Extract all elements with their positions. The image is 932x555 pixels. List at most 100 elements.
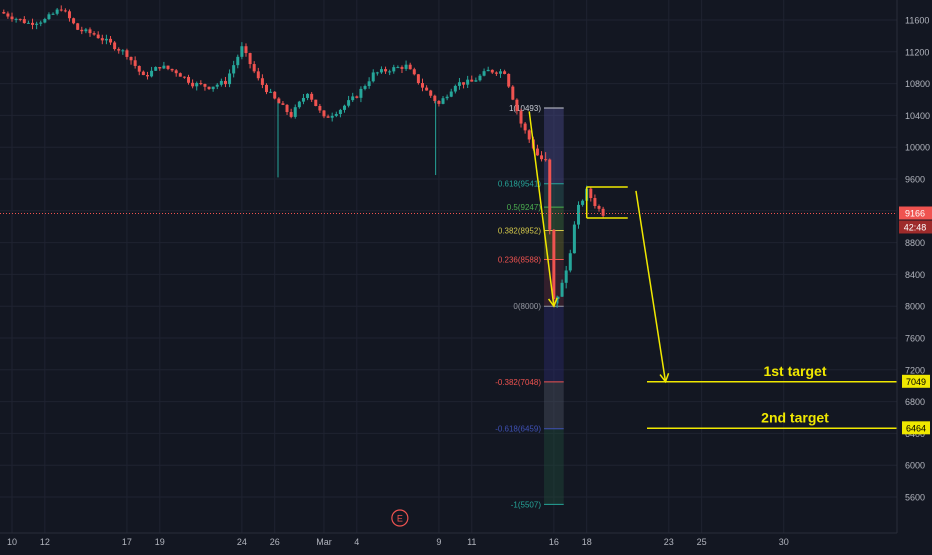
down-arrow-1-head xyxy=(547,297,558,308)
candle-body xyxy=(540,155,544,160)
fib-level-label: 0.618(9541) xyxy=(498,180,541,189)
fib-level-label: 0(8000) xyxy=(513,302,541,311)
candle-body xyxy=(527,130,531,140)
y-tick-label: 6000 xyxy=(905,461,925,471)
events-badge-icon xyxy=(391,509,409,527)
fib-zone xyxy=(544,381,564,429)
candle-body xyxy=(597,206,601,209)
candle-body xyxy=(219,80,223,85)
x-tick-label: 4 xyxy=(354,537,359,547)
price-axis[interactable]: 1160011200108001040010000960092008800840… xyxy=(896,0,932,533)
candle-body xyxy=(191,82,195,87)
candle-body xyxy=(421,83,424,88)
candle-body xyxy=(55,9,59,14)
fib-level-label: 0.236(8588) xyxy=(498,255,541,264)
x-tick-label: 24 xyxy=(237,537,247,547)
candle-body xyxy=(43,19,47,23)
candle-body xyxy=(26,22,30,24)
candle-body xyxy=(35,23,39,25)
fib-zone xyxy=(544,108,564,184)
candle-body xyxy=(2,12,6,14)
candle-body xyxy=(486,69,490,72)
candle-body xyxy=(289,112,293,117)
candle-body xyxy=(174,70,178,74)
candle-body xyxy=(474,80,478,82)
candle-body xyxy=(166,65,170,69)
x-tick-label: 19 xyxy=(155,537,165,547)
x-tick-label: 26 xyxy=(270,537,280,547)
candle-body xyxy=(490,69,494,73)
x-tick-label: 23 xyxy=(664,537,674,547)
x-tick-label: 18 xyxy=(582,537,592,547)
candle-body xyxy=(318,106,322,111)
candle-body xyxy=(22,19,26,24)
candle-body xyxy=(564,270,568,283)
fib-level-label: -0.618(6459) xyxy=(495,425,541,434)
candle-body xyxy=(195,83,199,87)
candle-body xyxy=(548,159,552,230)
x-tick-label: 10 xyxy=(7,537,17,547)
candle-body xyxy=(199,83,203,85)
candle-body xyxy=(478,75,482,81)
candle-body xyxy=(437,100,441,104)
y-tick-label: 8000 xyxy=(905,302,925,312)
candle-body xyxy=(96,34,100,39)
candle-body xyxy=(556,296,560,299)
candle-body xyxy=(494,72,498,74)
x-tick-label: 30 xyxy=(779,537,789,547)
candle-body xyxy=(593,198,597,207)
y-tick-label: 8400 xyxy=(905,270,925,280)
candle-body xyxy=(121,50,125,52)
candle-body xyxy=(367,81,371,87)
candle-body xyxy=(236,56,240,66)
target-label: 2nd target xyxy=(761,409,829,425)
fib-levels: 1(10493) 0.618(9541) 0.5(9247) 0.382(8952) 0… xyxy=(495,104,564,509)
candle-body xyxy=(158,67,162,69)
candle-body xyxy=(301,97,305,102)
candle-body xyxy=(322,110,326,117)
fib-level-label: -0.382(7048) xyxy=(495,378,541,387)
candle-body xyxy=(379,69,383,73)
candle-body xyxy=(252,64,256,72)
time-axis[interactable]: 10 12 17 19 24 26 Mar 4 9 11 16 18 23 25 30 E xyxy=(0,509,897,547)
down-arrow-2 xyxy=(635,190,667,382)
candle-body xyxy=(359,88,363,98)
candle-body xyxy=(162,65,166,69)
candle-body xyxy=(568,253,572,271)
candles xyxy=(2,5,605,308)
fib-zone xyxy=(544,428,564,505)
candle-body xyxy=(92,33,96,35)
candle-body xyxy=(462,82,466,85)
grid-lines xyxy=(0,0,897,533)
candle-body xyxy=(297,101,301,108)
candle-body xyxy=(215,84,219,87)
candle-body xyxy=(150,70,154,77)
candle-body xyxy=(519,110,523,124)
candle-body xyxy=(109,38,113,43)
candle-body xyxy=(560,282,564,297)
y-tick-label: 10400 xyxy=(905,111,930,121)
candle-body xyxy=(601,208,605,216)
candle-body xyxy=(334,114,338,116)
candle-body xyxy=(363,86,367,89)
candle-body xyxy=(273,91,277,99)
candle-body xyxy=(6,13,10,17)
candle-body xyxy=(14,18,18,20)
countdown-label: 42:48 xyxy=(904,223,927,233)
countdown-tag xyxy=(899,220,932,234)
candle-body xyxy=(260,78,264,85)
candle-body xyxy=(355,96,359,98)
candle-body xyxy=(384,69,388,72)
candle-body xyxy=(137,65,141,72)
candle-body xyxy=(581,200,585,205)
candle-body xyxy=(240,46,244,57)
y-tick-label: 11200 xyxy=(905,47,929,57)
candle-body xyxy=(457,82,461,86)
candle-body xyxy=(178,73,182,77)
candle-body xyxy=(371,72,375,82)
candle-body xyxy=(84,29,88,32)
candle-body xyxy=(59,9,63,11)
